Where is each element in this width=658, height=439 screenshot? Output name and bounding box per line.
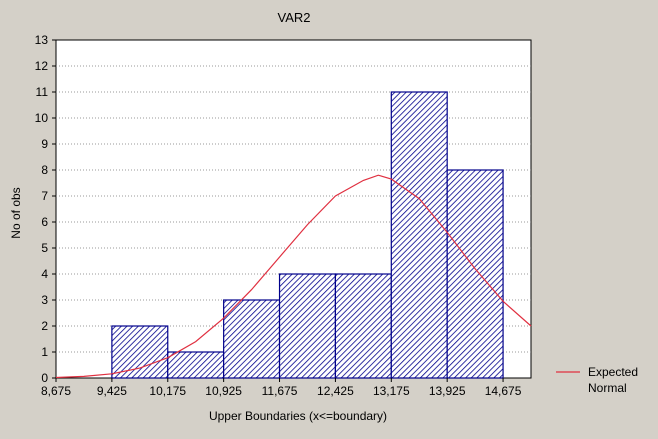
histogram-bar	[334, 273, 392, 379]
y-tick-label: 7	[41, 189, 48, 203]
histogram-bar	[167, 351, 225, 379]
x-tick-label: 8,675	[41, 384, 71, 398]
y-tick-label: 8	[41, 163, 48, 177]
expected-normal-curve	[55, 174, 532, 379]
y-tick-label: 11	[36, 85, 49, 99]
x-tick-label: 14,675	[485, 384, 522, 398]
y-tick-label: 3	[41, 293, 48, 307]
histogram-bar	[446, 169, 504, 379]
y-tick-label: 1	[41, 345, 48, 359]
histogram-bar	[111, 325, 169, 379]
bars	[111, 91, 504, 379]
x-tick-label: 10,175	[149, 384, 186, 398]
x-tick-label: 10,925	[205, 384, 242, 398]
y-tick-label: 4	[41, 267, 48, 281]
x-axis: 8,675 9,425 10,175 10,925 11,675 12,425 13,175…	[41, 378, 522, 398]
y-axis-label: No of obs	[9, 187, 23, 238]
y-tick-label: 9	[41, 137, 48, 151]
x-axis-label: Upper Boundaries (x<=boundary)	[209, 409, 387, 423]
chart-title: VAR2	[278, 10, 311, 25]
expected-normal-line	[55, 174, 532, 379]
legend-label-line1: Expected	[588, 365, 638, 379]
y-tick-label: 0	[41, 371, 48, 385]
histogram-bar	[223, 299, 281, 379]
x-tick-label: 13,175	[373, 384, 410, 398]
x-tick-label: 9,425	[97, 384, 127, 398]
y-tick-label: 5	[41, 241, 48, 255]
histogram-bar	[390, 91, 448, 379]
x-tick-label: 13,925	[429, 384, 466, 398]
legend: Expected Normal	[556, 365, 638, 395]
y-tick-label: 10	[35, 111, 49, 125]
x-tick-label: 12,425	[317, 384, 354, 398]
y-tick-label: 13	[35, 33, 49, 47]
y-tick-label: 12	[35, 59, 49, 73]
histogram-bar	[278, 273, 337, 379]
y-tick-label: 6	[41, 215, 48, 229]
legend-label-line2: Normal	[588, 381, 627, 395]
y-tick-label: 2	[41, 319, 48, 333]
x-tick-label: 11,675	[262, 384, 298, 398]
